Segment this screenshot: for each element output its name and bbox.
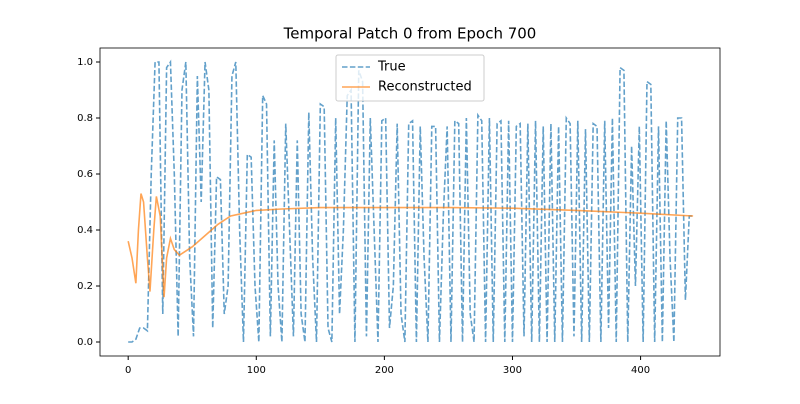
- chart-title: Temporal Patch 0 from Epoch 700: [283, 25, 537, 43]
- x-tick-label: 200: [375, 365, 394, 376]
- x-tick-label: 0: [125, 365, 131, 376]
- legend-label: True: [377, 60, 406, 75]
- x-tick-label: 100: [247, 365, 266, 376]
- y-tick-label: 0.4: [77, 225, 93, 236]
- y-tick-label: 0.2: [77, 281, 93, 292]
- series-line: [127, 193, 694, 298]
- series-line: [128, 59, 694, 343]
- x-tick-label: 300: [503, 365, 522, 376]
- legend: True Reconstructed: [335, 54, 485, 102]
- plot-frame: [99, 47, 721, 357]
- legend-box: [335, 54, 485, 102]
- y-tick-label: 0.6: [77, 169, 93, 180]
- y-tick-label: 1.0: [77, 57, 93, 68]
- y-tick-label: 0.0: [77, 337, 93, 348]
- x-tick-label: 400: [631, 365, 650, 376]
- legend-label: Reconstructed: [378, 80, 472, 95]
- y-tick-label: 0.8: [77, 113, 93, 124]
